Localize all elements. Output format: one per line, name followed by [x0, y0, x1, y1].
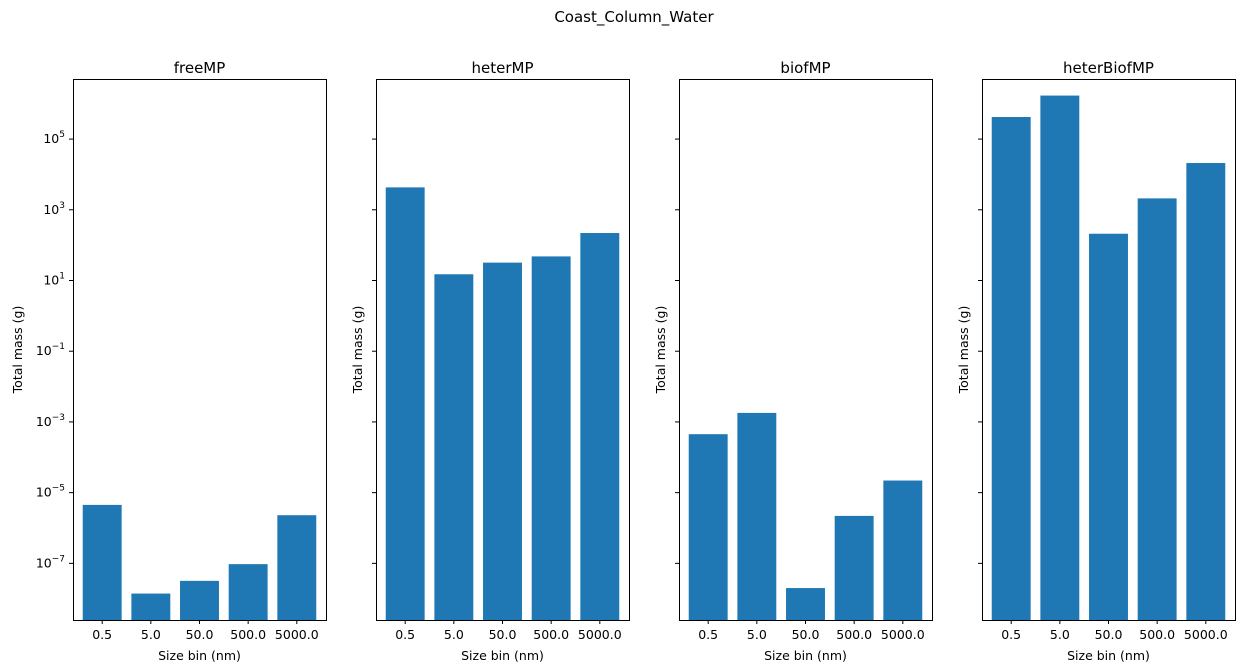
x-tick-label: 50.0: [792, 627, 820, 642]
x-tick-label: 0.5: [395, 627, 415, 642]
x-tick-label: 0.5: [92, 627, 112, 642]
panel-title: biofMP: [780, 59, 830, 77]
bar-freeMP-5000.0: [277, 515, 317, 620]
x-tick-label: 50.0: [1095, 627, 1123, 642]
bar-heterMP-50.0: [483, 262, 522, 620]
bar-heterBiofMP-0.5: [991, 117, 1031, 620]
y-tick-label: 103: [43, 201, 65, 217]
y-tick-label: 10−7: [36, 554, 65, 570]
bar-freeMP-500.0: [228, 564, 268, 620]
x-tick-label: 5000.0: [1184, 627, 1228, 642]
panel-title: heterMP: [472, 59, 534, 77]
bar-heterMP-5000.0: [580, 233, 620, 620]
bar-biofMP-0.5: [688, 434, 728, 620]
x-tick-label: 5000.0: [578, 627, 622, 642]
panel-heterBiofMP: heterBiofMP 0.5 5.0 50.0 500.0 5000.0 Size bin…: [956, 59, 1236, 663]
bar-freeMP-0.5: [82, 504, 122, 620]
x-axis-label: Size bin (nm): [461, 648, 544, 663]
bar-heterBiofMP-500.0: [1137, 198, 1177, 620]
x-tick-label: 5000.0: [275, 627, 319, 642]
x-tick-label: 500.0: [230, 627, 266, 642]
x-axis-label: Size bin (nm): [764, 648, 847, 663]
bar-heterBiofMP-5000.0: [1186, 163, 1226, 621]
panels: freeMP 0.5 5.0 50.0 500.0 5000.0 105 103 101 10−1…: [10, 59, 1236, 663]
x-tick-label: 50.0: [489, 627, 517, 642]
x-tick-label: 5.0: [1050, 627, 1070, 642]
x-tick-label: 50.0: [186, 627, 214, 642]
bar-heterBiofMP-50.0: [1089, 233, 1128, 620]
y-axis-label: Total mass (g): [956, 306, 971, 395]
y-tick-label: 10−1: [36, 342, 65, 358]
x-axis-label: Size bin (nm): [1067, 648, 1150, 663]
x-tick-label: 0.5: [1001, 627, 1021, 642]
x-tick-label: 0.5: [698, 627, 718, 642]
x-axis-label: Size bin (nm): [158, 648, 241, 663]
y-tick-label: 105: [43, 130, 65, 146]
bar-heterMP-500.0: [531, 256, 571, 620]
bar-freeMP-50.0: [180, 580, 219, 620]
x-tick-label: 5.0: [141, 627, 161, 642]
y-tick-label: 101: [43, 271, 65, 287]
bar-heterBiofMP-5.0: [1040, 95, 1080, 620]
panel-freeMP: freeMP 0.5 5.0 50.0 500.0 5000.0 105 103 101 10−1…: [10, 59, 327, 663]
x-tick-label: 500.0: [533, 627, 569, 642]
bar-biofMP-5.0: [737, 412, 777, 620]
x-tick-label: 500.0: [836, 627, 872, 642]
y-axis-label: Total mass (g): [10, 306, 25, 395]
figure-title: Coast_Column_Water: [554, 8, 714, 27]
panel-biofMP: biofMP 0.5 5.0 50.0 500.0 5000.0 Size bin (nm)…: [653, 59, 933, 663]
bar-biofMP-500.0: [834, 515, 874, 620]
bar-heterMP-5.0: [434, 274, 474, 620]
x-tick-label: 500.0: [1139, 627, 1175, 642]
bar-biofMP-5000.0: [883, 480, 923, 620]
y-axis-label: Total mass (g): [653, 306, 668, 395]
y-axis-label: Total mass (g): [350, 306, 365, 395]
x-tick-label: 5.0: [747, 627, 767, 642]
y-tick-label: 10−3: [36, 413, 65, 429]
bar-biofMP-50.0: [786, 588, 825, 620]
panel-title: freeMP: [174, 59, 226, 77]
y-tick-label: 10−5: [36, 484, 65, 500]
x-tick-label: 5000.0: [881, 627, 925, 642]
panel-title: heterBiofMP: [1063, 59, 1154, 77]
panel-heterMP: heterMP 0.5 5.0 50.0 500.0 5000.0 Size bin (nm…: [350, 59, 630, 663]
bar-freeMP-5.0: [131, 593, 171, 620]
bar-heterMP-0.5: [385, 187, 425, 620]
x-tick-label: 5.0: [444, 627, 464, 642]
